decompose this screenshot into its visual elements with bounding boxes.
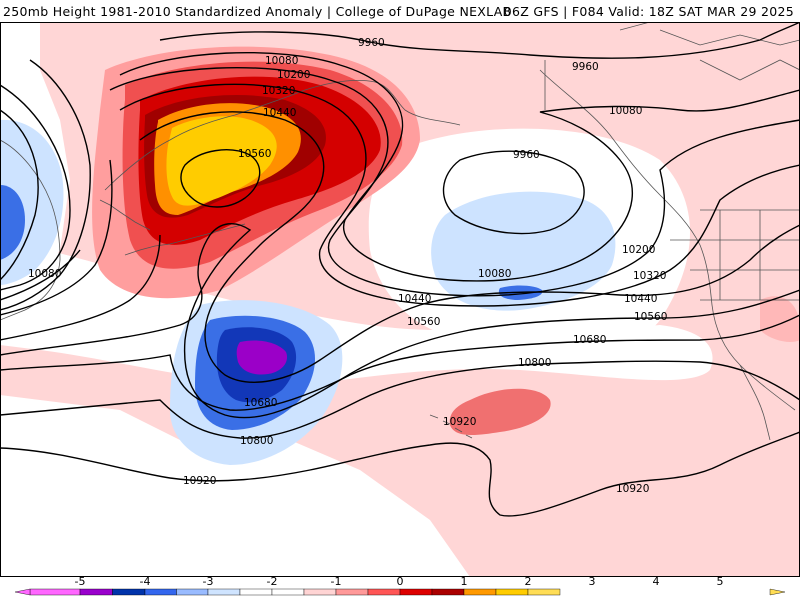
contour-label-10920: 10920 — [443, 416, 476, 428]
contour-10440 — [139, 111, 800, 383]
colorbar-swatch — [144, 588, 177, 596]
contour-label-10320: 10320 — [633, 270, 666, 282]
contour-label-9960: 9960 — [513, 149, 540, 161]
colorbar-swatch — [176, 588, 209, 596]
colorbar-swatch — [399, 588, 433, 596]
colorbar-tick-label: -2 — [267, 575, 278, 588]
contour-label-10920: 10920 — [183, 475, 216, 487]
colorbar-swatch — [271, 588, 305, 596]
height-contour-layer — [0, 22, 800, 517]
model-run-info: 06Z GFS | F084 Valid: 18Z SAT MAR 29 202… — [503, 4, 794, 19]
contour-label-10440: 10440 — [624, 293, 657, 305]
colorbar-tick-label: -5 — [75, 575, 86, 588]
colorbar-tick-label: -4 — [140, 575, 151, 588]
contour-10800 — [0, 360, 800, 439]
contour-label-10080: 10080 — [265, 55, 298, 67]
contour-label-10560: 10560 — [238, 148, 271, 160]
colorbar-swatch — [431, 588, 465, 596]
colorbar-tick-label: 1 — [461, 575, 468, 588]
anomaly-positive-subtropical — [449, 388, 551, 436]
colorbar-tick-label: -3 — [203, 575, 214, 588]
colorbar-swatch — [79, 588, 113, 596]
contour-10080 — [0, 84, 71, 291]
contour-10680 — [0, 314, 800, 411]
colorbar-swatch — [527, 588, 561, 596]
contour-10560 — [0, 223, 800, 419]
map-title: 250mb Height 1981-2010 Standardized Anom… — [3, 4, 512, 19]
contour-label-9960: 9960 — [358, 37, 385, 49]
colorbar-swatch — [207, 588, 241, 596]
contour-label-10080: 10080 — [478, 268, 511, 280]
contour-label-10560: 10560 — [634, 311, 667, 323]
colorbar-arrow-left — [14, 588, 31, 596]
contour-label-10200: 10200 — [277, 69, 310, 81]
contour-10440 — [0, 234, 161, 341]
contour-label-10080: 10080 — [609, 105, 642, 117]
colorbar-swatch — [303, 588, 337, 596]
contour-label-10200: 10200 — [622, 244, 655, 256]
colorbar-swatch — [112, 588, 146, 596]
colorbar-swatch — [463, 588, 497, 596]
colorbar-swatch — [29, 588, 81, 596]
contour-label-10320: 10320 — [262, 85, 295, 97]
anomaly-positive-6 — [166, 116, 277, 206]
contour-10320 — [119, 83, 800, 307]
contour-10200 — [0, 249, 81, 301]
colorbar: -5 -4 -3 -2 -1 0 1 2 3 4 5 — [14, 575, 786, 596]
colorbar-tick-label: 3 — [589, 575, 596, 588]
colorbar-swatch — [367, 588, 401, 596]
colorbar-tick-label: -1 — [331, 575, 342, 588]
contour-9960 — [0, 109, 39, 281]
contour-10200 — [109, 66, 800, 297]
colorbar-tick-label: 0 — [397, 575, 404, 588]
contour-label-10440: 10440 — [398, 293, 431, 305]
contour-9960 — [159, 22, 800, 59]
anomaly-positive-coast — [760, 296, 800, 342]
anomaly-negative-2 — [498, 285, 543, 300]
contour-label-10080: 10080 — [28, 268, 61, 280]
contour-9960 — [442, 150, 585, 235]
coastline-layer — [0, 22, 800, 441]
contour-10080 — [119, 51, 800, 282]
colorbar-swatch — [239, 588, 273, 596]
colorbar-tick-label: 2 — [525, 575, 532, 588]
contour-label-10560: 10560 — [407, 316, 440, 328]
colorbar-tick-label: 5 — [717, 575, 724, 588]
anomaly-fill-layer — [0, 22, 800, 577]
colorbar-swatch — [335, 588, 369, 596]
contour-10560 — [180, 149, 261, 208]
anomaly-negative-4 — [236, 340, 288, 375]
contour-label-10920: 10920 — [616, 483, 649, 495]
contour-label-9960: 9960 — [572, 61, 599, 73]
contour-label-10800: 10800 — [240, 435, 273, 447]
contour-label-10680: 10680 — [573, 334, 606, 346]
contour-label-10440: 10440 — [263, 107, 296, 119]
colorbar-tick-label: 4 — [653, 575, 660, 588]
colorbar-swatch — [495, 588, 529, 596]
contour-10080 — [0, 59, 91, 311]
contour-label-10800: 10800 — [518, 357, 551, 369]
colorbar-arrow-right — [769, 588, 786, 596]
contour-label-layer: 9960 9960 9960 10080 10080 10080 10080 1… — [28, 37, 667, 495]
contour-10320 — [0, 159, 113, 316]
anomaly-negative-2 — [0, 185, 25, 260]
contour-10920 — [0, 431, 800, 517]
contour-label-10680: 10680 — [244, 397, 277, 409]
